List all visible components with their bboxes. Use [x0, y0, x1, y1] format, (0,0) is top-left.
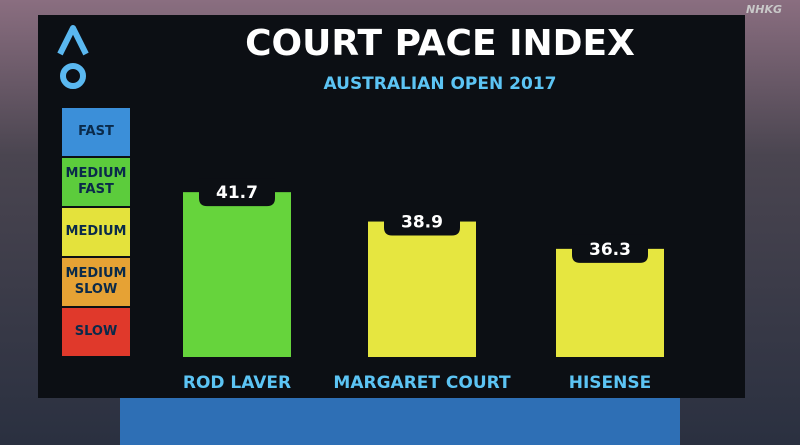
scale-item: SLOW: [62, 308, 130, 358]
bar: [556, 248, 664, 357]
bar: [183, 192, 291, 357]
scale-item: MEDIUM: [62, 208, 130, 258]
value-tab: [572, 234, 648, 263]
x-tick-label: ROD LAVER: [183, 373, 291, 393]
chart-subtitle: AUSTRALIAN OPEN 2017: [324, 74, 557, 94]
bar: [368, 221, 476, 357]
value-label: 36.3: [589, 240, 631, 260]
value-label: 41.7: [216, 183, 258, 203]
watermark: NHKG: [746, 3, 782, 16]
value-label: 38.9: [401, 213, 443, 233]
chart-title: COURT PACE INDEX: [245, 23, 635, 64]
value-tab: [199, 178, 275, 207]
value-tab: [384, 207, 460, 236]
scale-item: MEDIUM SLOW: [62, 258, 130, 308]
ao-logo: [57, 25, 89, 89]
court: [120, 398, 680, 445]
scale-item: MEDIUM FAST: [62, 158, 130, 208]
pace-scale: FAST MEDIUM FAST MEDIUM MEDIUM SLOW SLOW: [62, 108, 130, 358]
x-tick-label: MARGARET COURT: [333, 373, 511, 393]
x-tick-label: HISENSE: [569, 373, 652, 393]
scale-item: FAST: [62, 108, 130, 158]
